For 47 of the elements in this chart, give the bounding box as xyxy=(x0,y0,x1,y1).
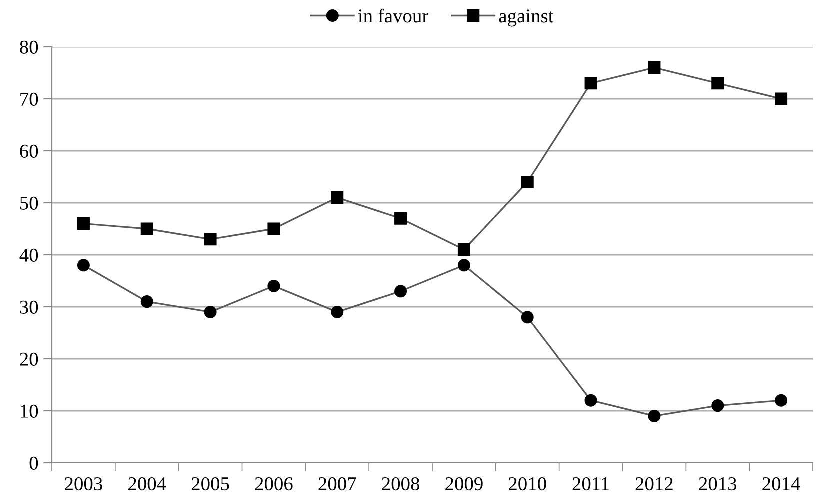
point xyxy=(712,77,724,90)
y-tick-label: 50 xyxy=(20,196,38,210)
point xyxy=(140,222,154,236)
x-tick-label: 2013 xyxy=(699,477,737,491)
point xyxy=(331,192,344,204)
x-tick-label: 2005 xyxy=(192,477,230,491)
point xyxy=(775,92,788,106)
point xyxy=(712,400,724,412)
point xyxy=(648,410,661,422)
y-tick-label: 0 xyxy=(30,456,38,470)
point xyxy=(268,280,280,292)
point xyxy=(77,218,90,230)
x-tick-label: 2006 xyxy=(255,477,293,491)
point xyxy=(394,212,408,225)
y-tick-label: 70 xyxy=(20,92,38,106)
point xyxy=(584,77,598,90)
x-tick-label: 2014 xyxy=(762,477,800,491)
y-tick-label: 60 xyxy=(20,144,38,158)
x-tick-label: 2009 xyxy=(446,477,483,491)
point xyxy=(458,244,470,256)
y-tick-label: 30 xyxy=(20,300,38,314)
point xyxy=(331,306,344,318)
x-tick-label: 2012 xyxy=(636,477,673,491)
x-tick-label: 2004 xyxy=(128,477,166,491)
point xyxy=(584,394,598,407)
y-tick-label: 10 xyxy=(21,404,38,418)
y-tick-label: 40 xyxy=(20,248,38,262)
point xyxy=(77,259,90,272)
point xyxy=(648,62,661,74)
x-tick-label: 2007 xyxy=(318,477,356,491)
point xyxy=(204,233,217,246)
y-tick-label: 20 xyxy=(20,352,38,366)
point xyxy=(458,259,470,272)
point xyxy=(140,296,154,308)
point xyxy=(521,311,534,324)
x-tick-label: 2008 xyxy=(382,477,420,491)
point xyxy=(268,222,280,236)
legend-label: in favour xyxy=(358,8,428,23)
x-tick-label: 2011 xyxy=(572,477,609,491)
point xyxy=(775,394,788,407)
y-tick-label: 80 xyxy=(20,40,38,54)
point xyxy=(204,306,217,318)
x-tick-label: 2010 xyxy=(509,477,546,491)
x-tick-label: 2003 xyxy=(65,477,102,491)
point xyxy=(521,176,534,188)
legend-label: against xyxy=(499,10,554,27)
point xyxy=(394,285,408,298)
